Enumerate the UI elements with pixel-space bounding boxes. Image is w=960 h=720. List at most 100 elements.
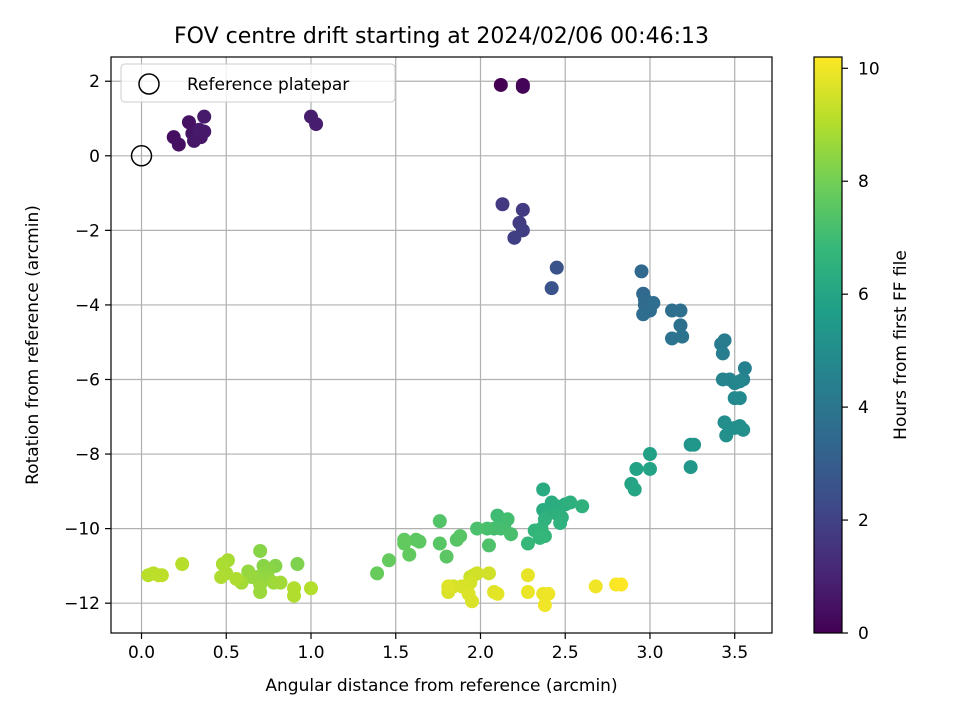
data-point	[290, 557, 305, 572]
data-point	[507, 230, 522, 245]
data-point	[470, 521, 485, 536]
x-tick-label: 2.5	[552, 643, 579, 663]
x-tick-label: 0.0	[128, 643, 155, 663]
data-point	[370, 566, 385, 581]
colorbar-tick-label: 10	[858, 59, 880, 79]
y-tick-label: −10	[64, 520, 100, 540]
data-point	[412, 534, 427, 549]
legend: Reference platepar	[120, 63, 396, 103]
legend-box	[120, 63, 396, 103]
y-tick-label: −4	[75, 296, 100, 316]
x-tick-label: 3.0	[636, 643, 663, 663]
data-point	[732, 391, 747, 406]
x-tick-label: 2.0	[467, 643, 494, 663]
legend-label-reference-platepar: Reference platepar	[187, 75, 349, 95]
data-point	[309, 117, 324, 132]
legend-reference-marker	[138, 73, 160, 95]
data-point	[287, 588, 302, 603]
chart-title: FOV centre drift starting at 2024/02/06 …	[174, 24, 709, 49]
data-point	[480, 521, 495, 536]
y-tick-label: −2	[75, 221, 100, 241]
colorbar-tick-label: 4	[858, 398, 869, 418]
data-point	[175, 557, 190, 572]
colorbar-tick-label: 2	[858, 511, 869, 531]
data-point	[575, 499, 590, 514]
data-point	[588, 579, 603, 594]
data-point	[634, 264, 649, 279]
data-point	[439, 549, 454, 564]
data-point	[515, 79, 530, 94]
x-tick-label: 3.5	[721, 643, 748, 663]
data-point	[629, 461, 644, 476]
data-point	[402, 547, 417, 562]
data-point	[520, 536, 535, 551]
data-point	[673, 303, 688, 318]
data-point	[214, 570, 229, 585]
data-point	[481, 538, 496, 553]
y-tick-label: 0	[89, 147, 100, 167]
y-axis-ticks: 2 0 −2 −4 −6 −8 −10 −12	[64, 72, 111, 614]
data-point	[719, 428, 734, 443]
data-point	[303, 581, 318, 596]
data-point	[273, 575, 288, 590]
data-point	[181, 115, 196, 130]
data-point	[646, 296, 661, 311]
data-point	[397, 536, 412, 551]
y-tick-label: −12	[64, 594, 100, 614]
data-point	[614, 577, 629, 592]
y-tick-label: −8	[75, 445, 100, 465]
data-point	[627, 482, 642, 497]
data-point	[687, 437, 702, 452]
grid-lines	[111, 57, 772, 633]
colorbar-label: Hours from first FF file	[891, 250, 911, 440]
data-point	[675, 329, 690, 344]
data-point	[481, 566, 496, 581]
colorbar-gradient	[814, 57, 842, 633]
data-point	[154, 568, 169, 583]
y-tick-label: −6	[75, 370, 100, 390]
data-point	[544, 281, 559, 296]
x-tick-label: 1.5	[382, 643, 409, 663]
data-point	[229, 571, 244, 586]
data-point	[737, 361, 752, 376]
colorbar-ticks: 0 2 4 6 8 10	[842, 59, 880, 644]
data-point	[520, 584, 535, 599]
data-point	[432, 536, 447, 551]
data-point	[453, 529, 468, 544]
data-point	[432, 514, 447, 529]
data-point	[192, 122, 207, 137]
data-point	[465, 594, 480, 609]
data-point	[549, 260, 564, 275]
data-point	[253, 584, 268, 599]
data-point	[495, 197, 510, 212]
colorbar-tick-label: 0	[858, 624, 869, 644]
data-point	[441, 579, 456, 594]
data-point	[381, 553, 396, 568]
data-point	[715, 346, 730, 361]
x-tick-label: 1.0	[297, 643, 324, 663]
colorbar-tick-label: 6	[858, 285, 869, 305]
data-point	[673, 318, 688, 333]
data-point	[253, 543, 268, 558]
data-point	[532, 530, 547, 545]
data-points	[141, 77, 752, 613]
plot-frame	[110, 56, 773, 634]
colorbar-frame	[813, 56, 843, 634]
data-point	[717, 333, 732, 348]
data-point	[642, 461, 657, 476]
y-axis-label: Rotation from reference (arcmin)	[23, 205, 43, 485]
x-axis-label: Angular distance from reference (arcmin)	[265, 676, 617, 696]
colorbar-tick-label: 8	[858, 172, 869, 192]
data-point	[736, 422, 751, 437]
data-point	[520, 568, 535, 583]
data-point	[515, 202, 530, 217]
x-tick-label: 0.5	[213, 643, 240, 663]
reference-platepar-marker	[130, 145, 153, 167]
data-point	[642, 447, 657, 462]
data-point	[541, 586, 556, 601]
data-point	[537, 598, 552, 613]
data-point	[490, 586, 505, 601]
y-tick-label: 2	[89, 72, 100, 92]
x-axis-ticks: 0.0 0.5 1.0 1.5 2.0 2.5 3.0 3.5	[128, 633, 748, 663]
